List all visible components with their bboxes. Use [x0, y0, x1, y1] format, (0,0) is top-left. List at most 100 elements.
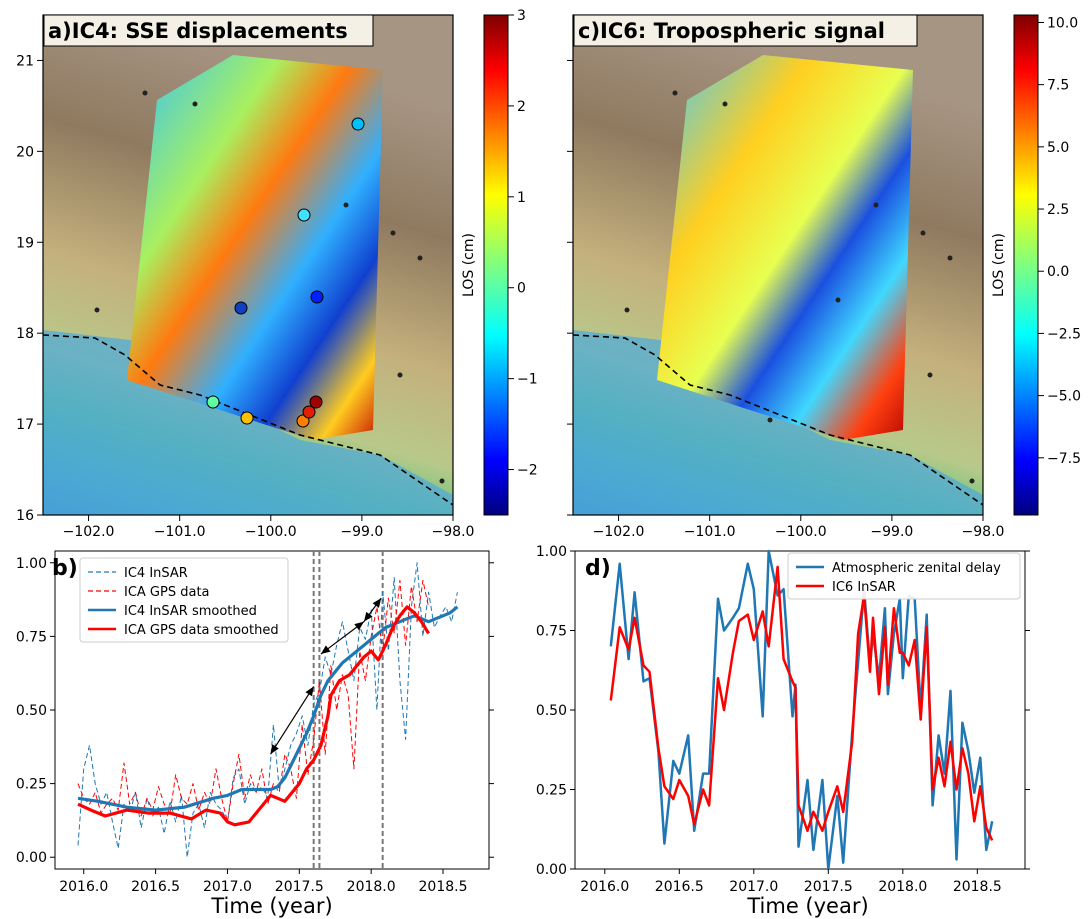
x-tick-label: 2016.0 — [580, 879, 629, 895]
panel-c-title-box — [573, 14, 918, 47]
y-tick-label: 1.00 — [536, 544, 567, 560]
panel-a-x-axis: −102.0 −101.0 −100.0 −99.0 −98.0 — [63, 515, 475, 540]
gps-station — [351, 117, 365, 131]
panel-b-label: b) — [52, 556, 78, 581]
x-tick-label: 2017.0 — [203, 879, 252, 895]
y-tick-label: 17 — [16, 417, 34, 433]
x-tick-label: 2017.5 — [275, 879, 324, 895]
y-tick-label: 0.50 — [536, 703, 567, 719]
panel-c-colorbar-ticks: −7.5 −5.0 −2.5 0.0 2.5 5.0 7.5 10.0 — [1038, 15, 1081, 467]
x-tick-label: −99.0 — [340, 524, 383, 540]
x-tick-label: −101.0 — [684, 524, 736, 540]
x-tick-label: 2016.0 — [59, 879, 108, 895]
panel-b-xlabel: Time (year) — [210, 894, 332, 918]
panel-c-title: c)IC6: Tropospheric signal — [578, 19, 885, 43]
gps-station — [947, 255, 953, 261]
y-tick-label: 0.50 — [16, 703, 47, 719]
x-tick-label: −98.0 — [432, 524, 475, 540]
series-line-1 — [609, 565, 994, 841]
panel-d-label: d) — [585, 556, 611, 581]
panel-d-axes: 2016.0 2016.5 2017.0 2017.5 2018.0 2018.5 0.00… — [536, 544, 1030, 895]
x-tick-label: −100.0 — [775, 524, 827, 540]
panel-b-series — [77, 562, 459, 858]
x-tick-label: −98.0 — [962, 524, 1005, 540]
insar-swath — [127, 55, 383, 440]
panel-c-y-axis — [567, 59, 573, 516]
y-tick-label: 0.25 — [16, 777, 47, 793]
colorbar-tick-label: 2.5 — [1047, 202, 1069, 218]
panel-b-vlines — [312, 551, 384, 869]
panel-a: a)IC4: SSE displacements −102.0 −101.0 −10… — [16, 8, 537, 540]
y-tick-label: 18 — [16, 326, 34, 342]
colorbar-tick-label: 0.0 — [1047, 264, 1069, 280]
legend-label: IC4 InSAR — [124, 566, 188, 581]
panel-b-legend: IC4 InSAR ICA GPS data IC4 InSAR smoothed I… — [79, 557, 289, 643]
panel-c-colorbar-label: LOS (cm) — [991, 233, 1007, 297]
gps-station — [206, 395, 220, 409]
gps-station — [94, 307, 100, 313]
gps-station — [722, 101, 728, 107]
y-tick-label: 21 — [16, 53, 34, 69]
panel-c: c)IC6: Tropospheric signal −102.0 −101.0−… — [567, 14, 1081, 540]
x-tick-label: −100.0 — [245, 524, 297, 540]
panel-a-y-axis: 16 17 18 19 20 21 — [16, 53, 43, 524]
panel-d: 2016.0 2016.5 2017.0 2017.5 2018.0 2018.5 0.00… — [536, 544, 1030, 918]
gps-station — [343, 202, 349, 208]
gps-station — [296, 414, 310, 428]
panel-a-title: a)IC4: SSE displacements — [48, 19, 348, 43]
x-tick-label: 2018.0 — [878, 879, 927, 895]
arrow-head — [372, 598, 382, 608]
colorbar-tick-label: 3 — [517, 8, 526, 24]
x-tick-label: 2018.5 — [419, 879, 468, 895]
gps-station — [969, 478, 975, 484]
legend-label: ICA GPS data smoothed — [124, 623, 279, 638]
colorbar-tick-label: −2.5 — [1047, 326, 1081, 342]
y-tick-label: 0.00 — [16, 850, 47, 866]
x-tick-label: 2016.5 — [131, 879, 180, 895]
panel-b-axes: 2016.0 2016.5 2017.0 2017.5 2018.0 2018.5 0.00… — [16, 556, 494, 895]
annotation-arrow — [270, 686, 315, 755]
colorbar-tick-label: −7.5 — [1047, 451, 1081, 467]
x-tick-label: 2016.5 — [655, 879, 704, 895]
y-tick-label: 0.75 — [536, 624, 567, 640]
gps-station — [142, 90, 148, 96]
panel-d-series — [609, 549, 994, 871]
colorbar-tick-label: 10.0 — [1047, 15, 1078, 31]
legend-box — [787, 552, 1021, 600]
trench-line — [573, 334, 983, 506]
legend-label: Atmospheric zenital delay — [832, 561, 1001, 576]
colorbar-tick-label: 2 — [517, 99, 526, 115]
gps-station — [240, 411, 254, 425]
panel-c-map — [573, 15, 983, 515]
gps-station — [439, 478, 445, 484]
panel-d-legend: Atmospheric zenital delay IC6 InSAR — [787, 552, 1021, 600]
gps-station — [672, 90, 678, 96]
arrow-head — [363, 611, 373, 622]
panel-a-colorbar — [483, 14, 509, 516]
x-tick-label: 2018.5 — [953, 879, 1002, 895]
gps-station — [302, 405, 316, 419]
gps-station — [927, 372, 933, 378]
y-tick-label: 19 — [16, 235, 34, 251]
gps-station — [234, 301, 248, 315]
legend-label: IC4 InSAR smoothed — [124, 604, 257, 619]
x-tick-label: 2018.0 — [347, 879, 396, 895]
panel-b: 2016.0 2016.5 2017.0 2017.5 2018.0 2018.5 0.00… — [16, 550, 494, 918]
x-tick-label: −99.0 — [870, 524, 913, 540]
arrow-head — [270, 744, 279, 755]
gps-station — [624, 307, 630, 313]
arrow-head — [320, 645, 331, 655]
series-line-1 — [77, 579, 430, 823]
panel-a-colorbar-label: LOS (cm) — [461, 233, 477, 297]
insar-swath — [657, 55, 913, 440]
y-tick-label: 0.75 — [16, 629, 47, 645]
panel-a-colorbar-ticks: −2 −1 0 1 2 3 — [508, 8, 538, 479]
legend-label: IC6 InSAR — [832, 580, 896, 595]
y-tick-label: 1.00 — [16, 556, 47, 572]
arrow-head — [305, 686, 314, 697]
colorbar-tick-label: −1 — [517, 372, 538, 388]
legend-label: ICA GPS data — [124, 585, 210, 600]
arrow-head — [354, 621, 364, 631]
gps-station — [297, 208, 311, 222]
gps-station — [192, 101, 198, 107]
